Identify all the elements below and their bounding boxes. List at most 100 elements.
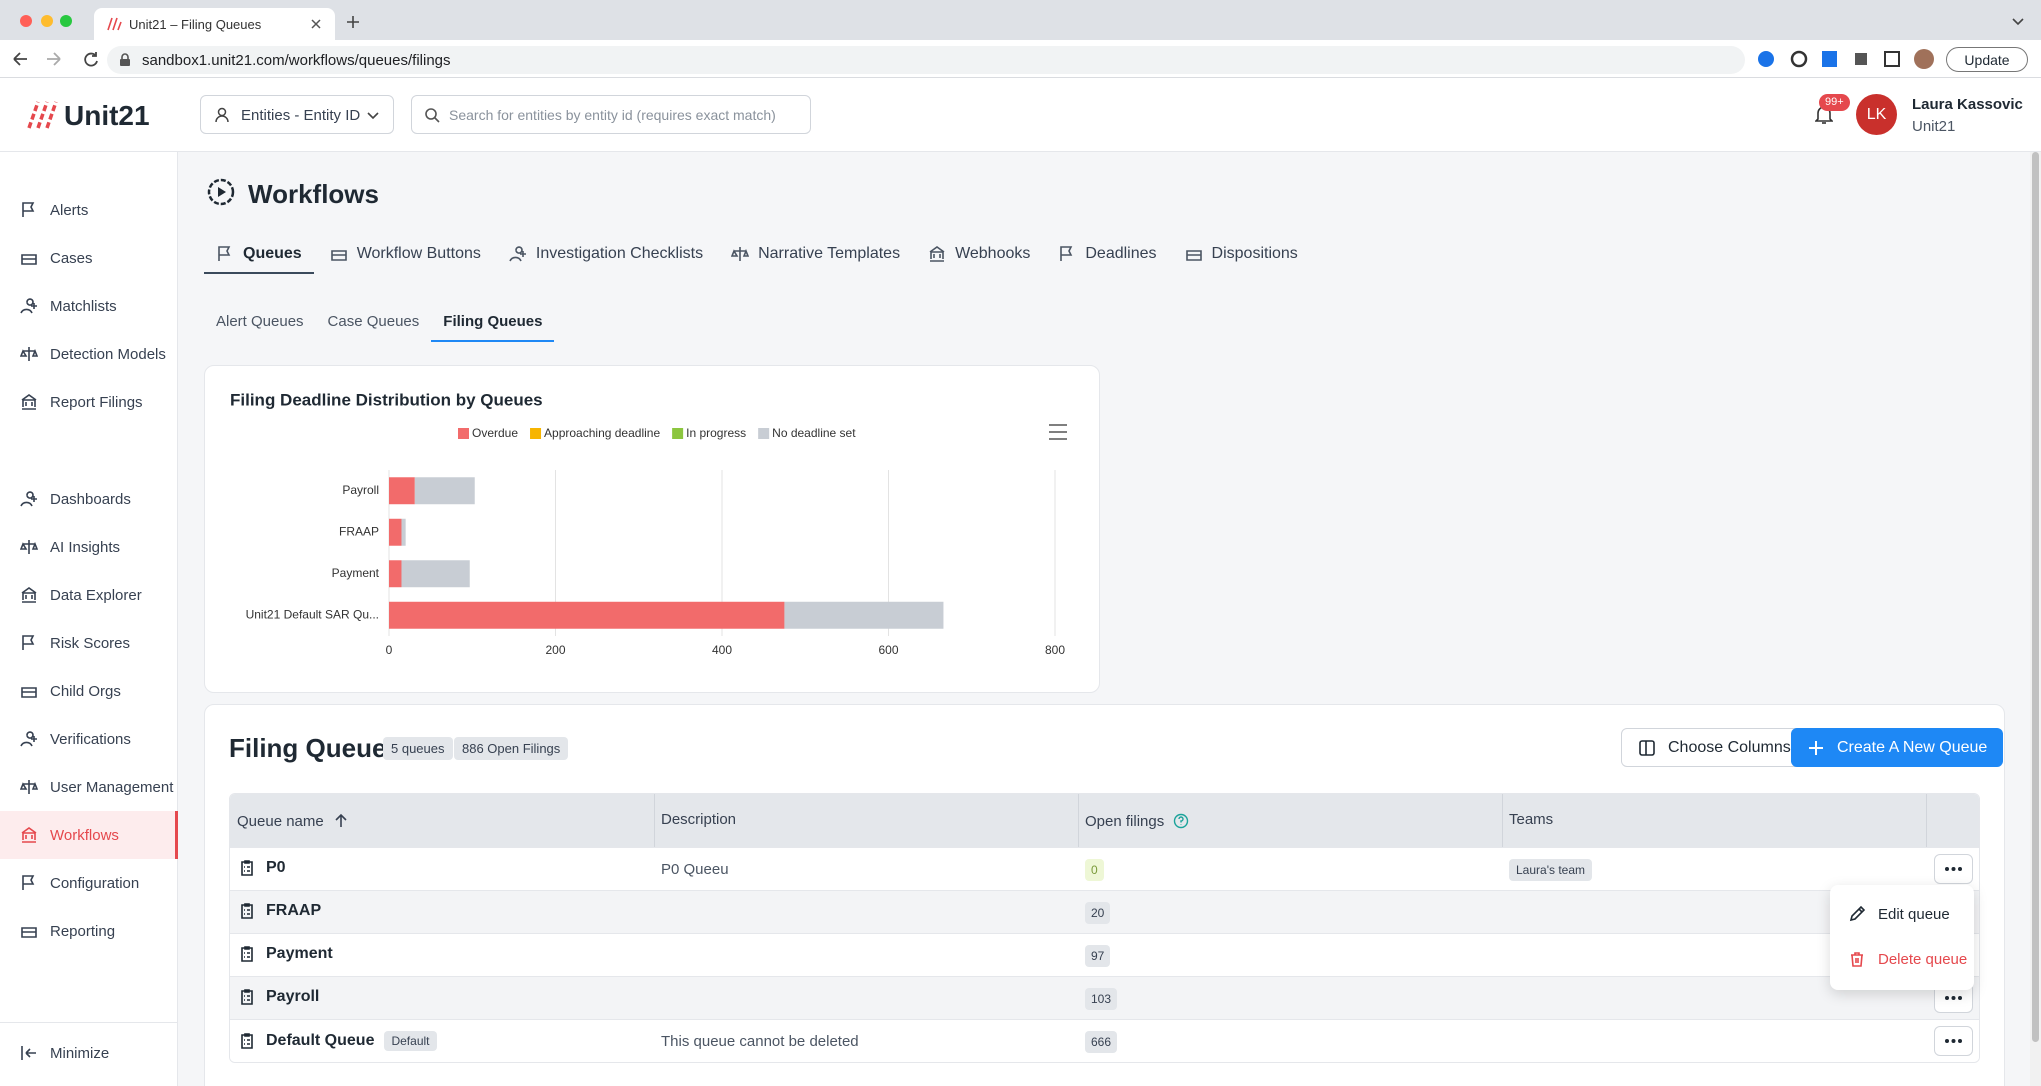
ellipsis xyxy=(1945,1039,1962,1043)
update-button[interactable]: Update xyxy=(1946,47,2028,72)
chart-menu[interactable] xyxy=(1049,424,1067,440)
queue-icon xyxy=(238,988,256,1006)
row-actions-button[interactable] xyxy=(1934,854,1973,884)
tab[interactable]: Workflow Buttons xyxy=(318,236,493,274)
queue-name-cell: P0 xyxy=(238,859,286,877)
window-controls xyxy=(20,15,72,27)
sidebar-item[interactable]: Detection Models xyxy=(0,330,178,378)
tab-icon-svg xyxy=(218,246,231,261)
y-tick-label: Payroll xyxy=(342,483,379,497)
create-queue-button[interactable]: Create A New Queue xyxy=(1791,728,2004,767)
minimize-label: Minimize xyxy=(50,1044,110,1062)
search-field[interactable]: Search for entities by entity id (requir… xyxy=(411,95,811,134)
legend-label: No deadline set xyxy=(772,426,856,440)
queue-icon-svg xyxy=(241,946,253,962)
x-tick-label: 400 xyxy=(712,643,732,657)
sidebar-item[interactable]: Dashboards xyxy=(0,475,178,523)
chart-title: Filing Deadline Distribution by Queues xyxy=(230,390,543,409)
subtab[interactable]: Alert Queues xyxy=(216,312,304,330)
tab-icon-svg xyxy=(1060,246,1073,261)
sidebar-label: Dashboards xyxy=(50,490,131,508)
extension-icons[interactable] xyxy=(1755,48,1935,70)
y-tick-label: Payment xyxy=(332,566,380,580)
row-actions-button[interactable] xyxy=(1934,1026,1973,1056)
open-filings: 666 xyxy=(1085,1031,1118,1053)
minimize-button[interactable]: Minimize xyxy=(0,1029,178,1077)
menu-item[interactable]: Edit queue xyxy=(1848,905,1950,923)
sidebar-item[interactable]: Verifications xyxy=(0,715,178,763)
sidebar-item[interactable]: Report Filings xyxy=(0,378,178,426)
app-header: Unit21 Entities - Entity ID Search for e… xyxy=(0,78,2041,152)
sidebar-icon xyxy=(20,393,38,411)
bar-segment xyxy=(401,560,470,588)
sidebar-item[interactable]: Cases xyxy=(0,234,178,282)
sidebar-item[interactable]: Risk Scores xyxy=(0,619,178,667)
sidebar-icon xyxy=(20,490,38,508)
queue-icon-svg xyxy=(241,860,253,876)
tab[interactable]: Investigation Checklists xyxy=(497,236,715,274)
queue-icon-svg xyxy=(241,1033,253,1049)
entity-select[interactable]: Entities - Entity ID xyxy=(200,95,394,134)
tab[interactable]: Narrative Templates xyxy=(719,236,912,274)
subtab[interactable]: Filing Queues xyxy=(431,302,555,342)
sidebar-label: Reporting xyxy=(50,922,116,940)
logo-mark xyxy=(27,101,58,129)
bar-segment xyxy=(389,518,402,546)
legend-label: In progress xyxy=(686,426,746,440)
browser-tab[interactable]: Unit21 – Filing Queues xyxy=(94,8,335,40)
tab[interactable]: Dispositions xyxy=(1173,236,1310,274)
sidebar-label: Child Orgs xyxy=(50,682,121,700)
tab[interactable]: Deadlines xyxy=(1046,236,1168,274)
nav-buttons[interactable] xyxy=(12,50,102,68)
sidebar-label: Matchlists xyxy=(50,297,117,315)
subtab[interactable]: Case Queues xyxy=(327,312,420,330)
entity-select-label: Entities - Entity ID xyxy=(241,107,361,124)
sidebar-icon xyxy=(20,249,38,267)
open-filings: 20 xyxy=(1085,902,1111,924)
tab-search[interactable] xyxy=(2012,18,2024,26)
table-row: P0 P0 Queeu 0 Laura's team xyxy=(230,847,1979,890)
x-tick-label: 600 xyxy=(878,643,898,657)
sidebar-item[interactable]: Matchlists xyxy=(0,282,178,330)
new-tab[interactable] xyxy=(346,15,360,29)
sidebar: Minimize Alerts Cases Matchlists Detection … xyxy=(0,152,178,1086)
sidebar-icon xyxy=(20,538,38,556)
tabs: Queues Workflow Buttons Investigation Chec… xyxy=(204,236,1310,274)
sidebar-item[interactable]: Configuration xyxy=(0,859,178,907)
tab-icon-svg xyxy=(330,250,347,261)
open-filings-badge: 886 Open Filings xyxy=(454,737,569,760)
sidebar-item[interactable]: Workflows xyxy=(0,811,178,859)
avatar[interactable]: LK xyxy=(1856,94,1897,135)
sidebar-item[interactable]: Data Explorer xyxy=(0,571,178,619)
url-field[interactable]: sandbox1.unit21.com/workflows/queues/fil… xyxy=(107,46,1745,74)
column-header: Open filings xyxy=(1085,812,1190,830)
sidebar-label: Alerts xyxy=(50,201,89,219)
open-filings: 0 xyxy=(1085,859,1104,881)
sidebar-icon xyxy=(20,201,38,219)
column-label: Teams xyxy=(1509,811,1554,828)
choose-columns-button[interactable]: Choose Columns xyxy=(1621,728,1808,767)
open-filings: 97 xyxy=(1085,945,1111,967)
x-tick-label: 200 xyxy=(545,643,565,657)
legend-label: Approaching deadline xyxy=(544,426,660,440)
queue-name-cell: Payment xyxy=(238,945,333,963)
column-label: Description xyxy=(661,811,737,828)
tab[interactable]: Queues xyxy=(204,236,314,274)
sidebar-item[interactable]: AI Insights xyxy=(0,523,178,571)
sidebar-item[interactable]: Reporting xyxy=(0,907,178,955)
column-divider xyxy=(654,794,655,847)
tab[interactable]: Webhooks xyxy=(916,236,1042,274)
tab-label: Deadlines xyxy=(1085,245,1157,262)
tab-title: Unit21 – Filing Queues xyxy=(129,17,262,32)
sidebar-icon xyxy=(20,634,38,652)
sidebar-item[interactable]: User Management xyxy=(0,763,178,811)
sidebar-item[interactable]: Child Orgs xyxy=(0,667,178,715)
sidebar-label: Workflows xyxy=(50,826,119,844)
tab-label: Workflow Buttons xyxy=(356,245,481,262)
tab-icon xyxy=(928,245,946,263)
help-icon xyxy=(1172,812,1190,830)
close-tab[interactable] xyxy=(310,18,322,30)
menu-item[interactable]: Delete queue xyxy=(1848,950,1967,968)
legend-swatch xyxy=(458,428,469,439)
sidebar-item[interactable]: Alerts xyxy=(0,186,178,234)
